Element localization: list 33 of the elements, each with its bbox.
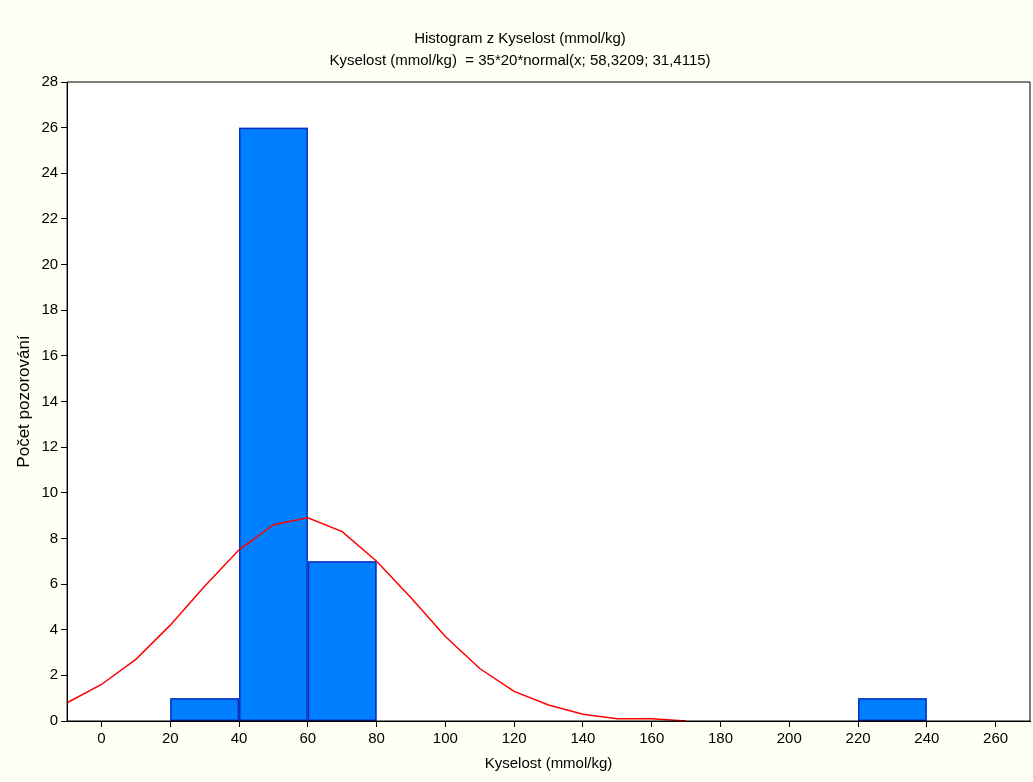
y-tick-label: 26 bbox=[41, 117, 59, 135]
y-tick-label: 12 bbox=[41, 437, 59, 455]
y-tick-label: 6 bbox=[49, 574, 59, 592]
x-tick-label: 80 bbox=[368, 729, 385, 747]
y-tick-label: 24 bbox=[41, 163, 59, 181]
y-tick-label: 16 bbox=[41, 346, 59, 363]
y-axis-title: Počet pozorování bbox=[13, 335, 33, 468]
x-tick-label: 220 bbox=[845, 729, 871, 747]
y-tick-label: 20 bbox=[41, 254, 59, 272]
y-tick-label: 28 bbox=[41, 72, 59, 90]
x-tick-label: 160 bbox=[639, 729, 665, 747]
chart-subtitle: Kyselost (mmol/kg) = 35*20*normal(x; 58,3209; 31,4115) bbox=[329, 51, 711, 69]
y-tick-label: 14 bbox=[41, 391, 59, 409]
y-tick-label: 10 bbox=[41, 482, 59, 500]
x-tick-label: 180 bbox=[707, 729, 734, 747]
y-tick-label: 8 bbox=[49, 528, 59, 546]
x-tick-label: 140 bbox=[570, 729, 596, 747]
x-tick-label: 0 bbox=[97, 729, 106, 747]
x-tick-label: 240 bbox=[914, 729, 940, 747]
x-tick-label: 200 bbox=[776, 729, 802, 747]
y-tick-label: 0 bbox=[49, 711, 59, 729]
x-tick-label: 120 bbox=[501, 729, 527, 747]
x-tick-label: 100 bbox=[432, 729, 458, 747]
x-tick-label: 260 bbox=[983, 729, 1009, 747]
y-tick-label: 18 bbox=[41, 300, 59, 318]
y-tick-label: 22 bbox=[41, 209, 59, 227]
chart-title: Histogram z Kyselost (mmol/kg) bbox=[414, 29, 626, 47]
x-axis-title: Kyselost (mmol/kg) bbox=[484, 754, 613, 772]
y-tick-label: 2 bbox=[49, 665, 59, 683]
y-tick-label: 4 bbox=[49, 619, 59, 637]
x-tick-label: 40 bbox=[230, 729, 248, 747]
x-tick-label: 20 bbox=[161, 729, 179, 747]
x-tick-label: 60 bbox=[299, 729, 317, 747]
